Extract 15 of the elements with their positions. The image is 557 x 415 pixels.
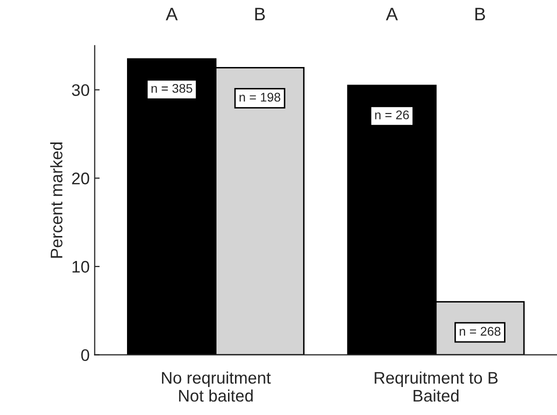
y-tick-label: 0 bbox=[81, 349, 90, 362]
annotation: n = 26 bbox=[375, 110, 409, 120]
x-tick-label: Reqruitment to B Baited bbox=[374, 371, 498, 402]
y-axis-title: Percent marked bbox=[50, 142, 62, 258]
x-tick-label: No reqruitment Not baited bbox=[162, 371, 271, 402]
text: B bbox=[475, 8, 486, 20]
annotation: n = 385 bbox=[152, 84, 192, 93]
text: A bbox=[166, 8, 178, 20]
y-tick-label: 20 bbox=[72, 172, 90, 184]
annotation: n = 198 bbox=[240, 92, 280, 102]
y-tick-label: 10 bbox=[72, 260, 90, 273]
annotation: n = 268 bbox=[460, 326, 500, 336]
y-tick-label: 30 bbox=[72, 84, 90, 96]
text: A bbox=[386, 8, 398, 20]
text: B bbox=[255, 8, 265, 20]
